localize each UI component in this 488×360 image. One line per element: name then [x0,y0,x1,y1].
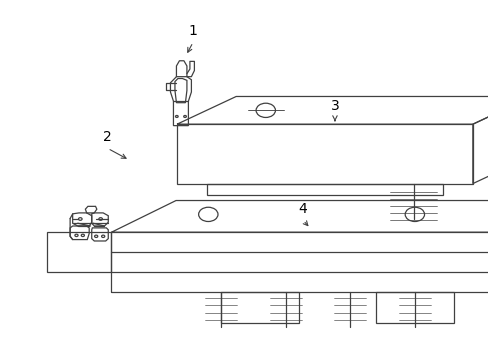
Text: 1: 1 [188,24,197,38]
Text: 3: 3 [330,99,339,113]
Text: 2: 2 [103,130,112,144]
Text: 4: 4 [298,202,307,216]
